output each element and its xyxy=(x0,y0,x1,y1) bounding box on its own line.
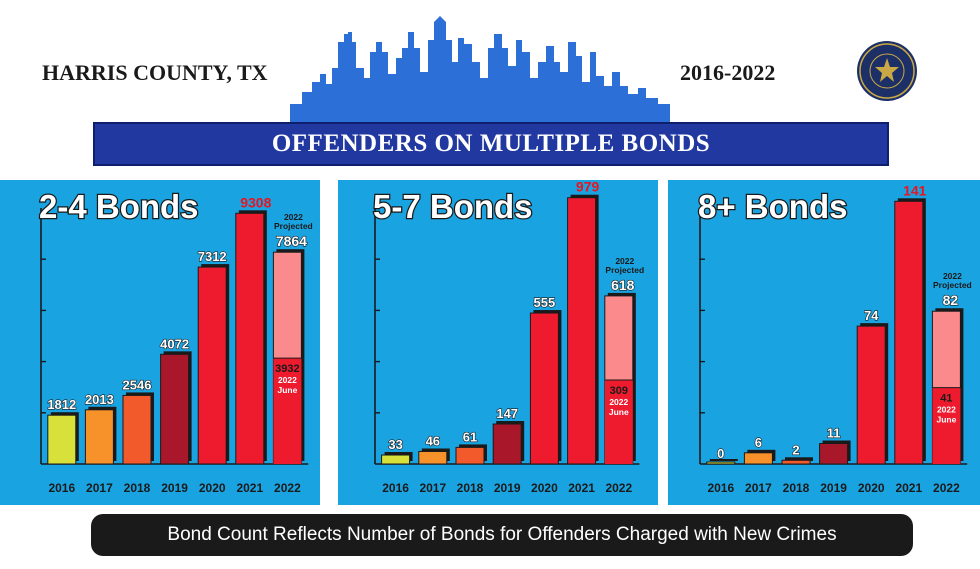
bar-2016 xyxy=(381,454,411,465)
x-tick-2021: 2021 xyxy=(568,481,595,495)
bar-2022-june xyxy=(273,358,302,464)
district-attorney-seal-icon xyxy=(857,41,917,101)
projected-note-label: Projected xyxy=(933,280,972,290)
data-label-2019: 147 xyxy=(496,406,518,421)
june-year-label: 2022 xyxy=(609,397,628,407)
data-label-2019: 11 xyxy=(827,426,841,441)
data-label-2018: 2546 xyxy=(123,377,152,392)
bar-2018 xyxy=(781,459,811,465)
bar-2017 xyxy=(743,452,773,465)
chart-panel-2-4: 2-4 Bonds 1812 2016 2013 2017 2546 2018 4072 201… xyxy=(0,180,320,505)
chart-panel-5-7: 5-7 Bonds 33 2016 46 2017 61 2018 147 2019 555 202… xyxy=(338,180,658,505)
june-value-label: 309 xyxy=(610,385,628,397)
bar-2022-june xyxy=(932,387,961,464)
chart-5-7-bonds: 5-7 Bonds 33 2016 46 2017 61 2018 147 2019 555 202… xyxy=(372,180,644,495)
footer-note: Bond Count Reflects Number of Bonds for … xyxy=(91,514,913,556)
x-tick-2016: 2016 xyxy=(382,481,409,495)
projected-note-year: 2022 xyxy=(943,271,962,281)
chart-panel-8-plus: 8+ Bonds 0 2016 6 2017 2 2018 11 2019 74 2020 141 20… xyxy=(668,180,980,505)
data-label-2021: 9308 xyxy=(240,194,271,210)
june-year-label: 2022 xyxy=(937,405,956,415)
x-tick-2022: 2022 xyxy=(933,481,960,495)
bar-2021 xyxy=(567,197,597,465)
data-label-2020: 555 xyxy=(534,295,556,310)
projected-note-year: 2022 xyxy=(284,212,303,222)
data-label-2016: 0 xyxy=(717,446,724,461)
bar-2021 xyxy=(235,212,265,465)
x-tick-2016: 2016 xyxy=(707,481,734,495)
header-right-title: 2016-2022 xyxy=(680,60,776,85)
data-label-2016: 33 xyxy=(388,437,402,452)
x-tick-2021: 2021 xyxy=(895,481,922,495)
june-month-label: June xyxy=(277,385,297,395)
data-label-2022: 618 xyxy=(611,277,635,293)
x-tick-2018: 2018 xyxy=(457,481,484,495)
chart-2-4-bonds: 2-4 Bonds 1812 2016 2013 2017 2546 2018 4072 201… xyxy=(38,187,313,495)
x-tick-2019: 2019 xyxy=(494,481,521,495)
bar-2019 xyxy=(492,423,522,465)
bar-2017 xyxy=(418,450,448,465)
bar-2016 xyxy=(706,461,736,465)
projected-note-label: Projected xyxy=(274,221,313,231)
x-tick-2018: 2018 xyxy=(783,481,810,495)
data-label-2021: 979 xyxy=(576,180,600,195)
projected-note-label: Projected xyxy=(605,265,644,275)
bar-2018 xyxy=(455,446,485,465)
data-label-2017: 46 xyxy=(426,433,440,448)
bar-2021 xyxy=(894,200,924,465)
chart-8-plus-bonds: 8+ Bonds 0 2016 6 2017 2 2018 11 2019 74 2020 141 20… xyxy=(697,182,972,495)
bar-2016 xyxy=(47,414,77,465)
bar-2020 xyxy=(856,325,886,465)
data-label-2017: 6 xyxy=(755,435,762,450)
chart-title: 5-7 Bonds xyxy=(373,188,533,225)
june-year-label: 2022 xyxy=(278,375,297,385)
june-value-label: 41 xyxy=(940,393,952,405)
bar-2019 xyxy=(160,353,190,465)
data-label-2020: 74 xyxy=(864,308,879,323)
bar-2020 xyxy=(197,266,227,465)
data-label-2022: 7864 xyxy=(276,233,307,249)
chart-title: 8+ Bonds xyxy=(698,188,847,225)
bar-2018 xyxy=(122,394,152,465)
x-tick-2017: 2017 xyxy=(745,481,772,495)
chart-title: 2-4 Bonds xyxy=(39,188,199,225)
data-label-2021: 141 xyxy=(903,182,927,198)
data-label-2022: 82 xyxy=(943,292,959,308)
x-tick-2016: 2016 xyxy=(48,481,75,495)
bar-2020 xyxy=(529,312,559,465)
city-skyline-icon xyxy=(290,16,670,124)
x-tick-2019: 2019 xyxy=(820,481,847,495)
june-value-label: 3932 xyxy=(275,363,299,375)
bar-2017 xyxy=(84,409,114,465)
data-label-2017: 2013 xyxy=(85,392,114,407)
data-label-2020: 7312 xyxy=(198,249,227,264)
x-tick-2020: 2020 xyxy=(531,481,558,495)
june-month-label: June xyxy=(936,415,956,425)
bar-2022-june xyxy=(604,379,633,464)
data-label-2018: 2 xyxy=(792,442,799,457)
x-tick-2017: 2017 xyxy=(419,481,446,495)
x-tick-2022: 2022 xyxy=(274,481,301,495)
data-label-2018: 61 xyxy=(463,429,477,444)
x-tick-2020: 2020 xyxy=(858,481,885,495)
x-tick-2021: 2021 xyxy=(236,481,263,495)
x-tick-2022: 2022 xyxy=(605,481,632,495)
x-tick-2017: 2017 xyxy=(86,481,113,495)
x-tick-2019: 2019 xyxy=(161,481,188,495)
bar-shadow xyxy=(709,459,738,461)
bar-shadow xyxy=(785,457,813,461)
bar-2019 xyxy=(819,443,849,465)
x-tick-2018: 2018 xyxy=(124,481,151,495)
header-left-title: HARRIS COUNTY, TX xyxy=(42,60,268,85)
chart-banner: OFFENDERS ON MULTIPLE BONDS xyxy=(93,122,889,166)
june-month-label: June xyxy=(609,407,629,417)
x-tick-2020: 2020 xyxy=(199,481,226,495)
data-label-2016: 1812 xyxy=(47,397,76,412)
projected-note-year: 2022 xyxy=(615,256,634,266)
data-label-2019: 4072 xyxy=(160,336,189,351)
